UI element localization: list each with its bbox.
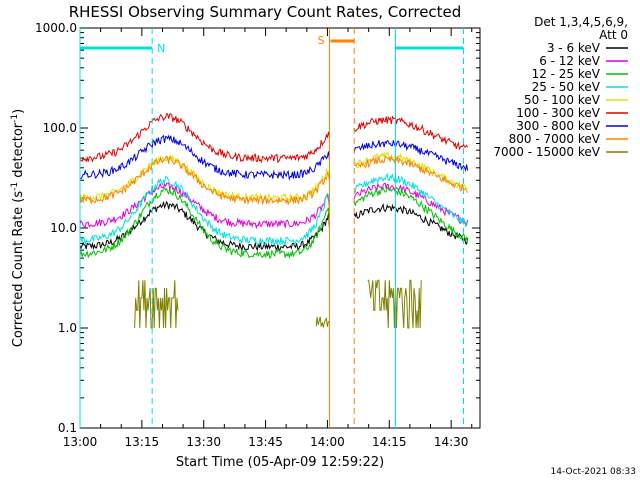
series-line — [79, 182, 469, 230]
legend-entry: 3 - 6 keV — [547, 41, 601, 55]
legend-entry: 7000 - 15000 keV — [493, 145, 600, 159]
y-axis-label-mid: detector — [11, 122, 26, 182]
series-line — [79, 186, 469, 260]
y-tick-label: 0.1 — [58, 421, 77, 435]
legend-entry: 50 - 100 keV — [524, 93, 601, 107]
legend-entry: 25 - 50 keV — [532, 80, 601, 94]
y-axis-label: Corrected Count Rate (s-1 detector-1) — [10, 109, 26, 347]
y-tick-label: 1.0 — [58, 321, 77, 335]
x-tick-label: 13:30 — [186, 435, 221, 449]
legend-entry: 100 - 300 keV — [516, 106, 600, 120]
y-axis: 0.1 1.0 10.0 100.0 1000.0 — [35, 21, 480, 435]
legend-header-1: Det 1,3,4,5,6,9, — [534, 15, 628, 29]
x-axis-label: Start Time (05-Apr-09 12:59:22) — [176, 455, 384, 470]
x-tick-label: 13:15 — [125, 435, 160, 449]
series-line — [79, 172, 468, 247]
x-tick-label: 14:30 — [434, 435, 469, 449]
y-axis-label-sup1: -1 — [10, 182, 20, 191]
y-axis-label-sup2: -1 — [10, 114, 20, 123]
x-tick-label: 13:45 — [248, 435, 283, 449]
legend-entry: 800 - 7000 keV — [509, 132, 601, 146]
y-tick-label: 1000.0 — [35, 21, 77, 35]
saa-label: S — [317, 34, 324, 47]
y-axis-label-main: Corrected Count Rate (s — [11, 191, 26, 348]
annotation-layer: NS — [79, 28, 465, 428]
legend-entry: 6 - 12 keV — [539, 54, 601, 68]
legend-header-2: Att 0 — [599, 28, 628, 42]
series-line — [79, 200, 469, 252]
x-tick-label: 13:00 — [63, 435, 98, 449]
series-line — [79, 134, 469, 181]
y-tick-label: 10.0 — [50, 221, 77, 235]
x-tick-label: 14:15 — [372, 435, 407, 449]
plot-frame — [79, 27, 481, 429]
legend-entry: 300 - 800 keV — [516, 119, 600, 133]
night-label: N — [157, 42, 165, 55]
y-axis-label-end: ) — [11, 109, 26, 114]
series-line — [79, 113, 469, 164]
y-tick-label: 100.0 — [43, 121, 77, 135]
series-line — [79, 154, 469, 206]
x-tick-label: 14:00 — [310, 435, 345, 449]
timestamp: 14-Oct-2021 08:33 — [551, 467, 636, 477]
legend-entry: 12 - 25 keV — [532, 67, 601, 81]
series-layer — [79, 113, 469, 329]
series-line — [134, 279, 422, 329]
chart-title: RHESSI Observing Summary Count Rates, Co… — [69, 3, 462, 21]
